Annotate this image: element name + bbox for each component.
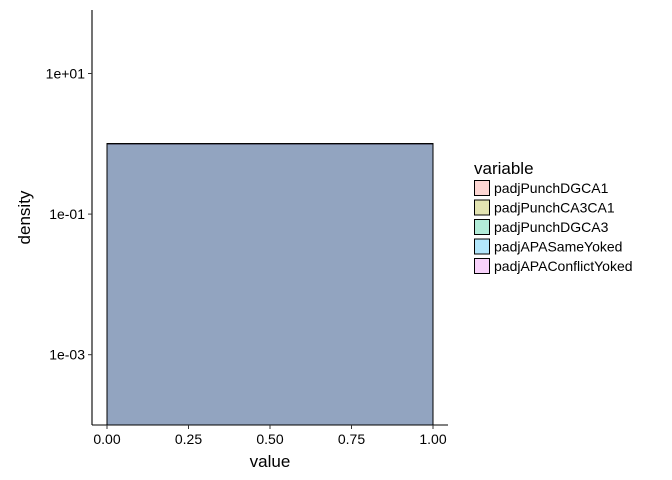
- legend-key-bg: [474, 238, 490, 255]
- x-tick-label: 0.50: [256, 431, 283, 447]
- y-tick-label: 1e-01: [49, 206, 85, 222]
- legend-key-bg: [474, 219, 490, 235]
- legend-label: padjAPAConflictYoked: [494, 258, 633, 274]
- y-tick-label: 1e-03: [49, 347, 85, 363]
- legend-key-padjPunchCA3CA1: [474, 199, 490, 216]
- legend: variable padjPunchDGCA1 padjPunchCA3CA1 pad…: [474, 159, 633, 274]
- x-tick-label: 1.00: [419, 431, 446, 447]
- legend-key-bg: [474, 180, 490, 196]
- density-area-padjAPAConflictYoked: [106, 143, 434, 426]
- x-tick-label: 0.75: [338, 431, 365, 447]
- legend-key-bg: [474, 199, 490, 216]
- legend-key-padjPunchDGCA1: [474, 180, 490, 196]
- x-axis-title: value: [250, 452, 291, 471]
- x-tick-label: 0.25: [175, 431, 202, 447]
- legend-label: padjPunchCA3CA1: [494, 200, 615, 216]
- legend-label: padjPunchDGCA3: [494, 219, 609, 235]
- y-tick-label: 1e+01: [46, 65, 86, 81]
- legend-label: padjPunchDGCA1: [494, 180, 609, 196]
- legend-title: variable: [474, 159, 534, 178]
- y-axis-title: density: [15, 190, 34, 244]
- series-layer: [106, 143, 434, 426]
- legend-label: padjAPASameYoked: [494, 239, 622, 255]
- x-tick-label: 0.00: [93, 431, 120, 447]
- legend-key-padjAPASameYoked: [474, 238, 490, 255]
- legend-key-padjAPAConflictYoked: [474, 258, 490, 274]
- legend-key-bg: [474, 258, 490, 274]
- legend-key-padjPunchDGCA3: [474, 219, 490, 235]
- axes-layer: 0.00 0.25 0.50 0.75 1.00 1e-03 1e-01 1e+01 value…: [15, 10, 448, 471]
